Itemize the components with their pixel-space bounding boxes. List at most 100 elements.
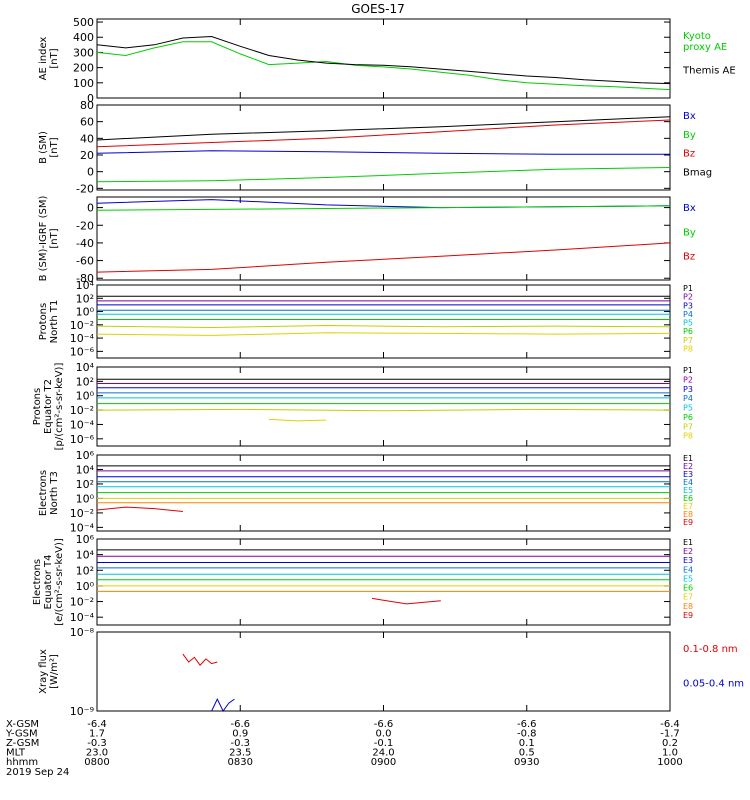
legend-label-line: P2: [683, 375, 693, 384]
y-tick-label: 10⁻⁶: [70, 345, 95, 358]
y-axis-label-line: [e/(cm²-s-sr-keV)]: [54, 538, 65, 626]
x-axis-value: -0.8: [517, 729, 537, 740]
y-axis-label-line: Protons: [32, 388, 43, 425]
panel-frame: [96, 631, 671, 712]
x-axis-row-label: Y-GSM: [5, 729, 38, 740]
legend-label-line: E3: [683, 470, 693, 479]
y-tick-label: 10⁴: [76, 361, 95, 374]
y-tick-label: 500: [73, 16, 94, 29]
x-axis-value: 0.5: [519, 748, 535, 759]
series-line-kyoto-proxy-ae: [96, 41, 671, 91]
y-tick-label: 10⁶: [76, 533, 95, 546]
legend-label: By: [683, 130, 696, 141]
legend-label: E4: [683, 478, 693, 487]
y-tick-label: -20: [76, 219, 94, 232]
y-axis-label-line: Xray flux: [38, 649, 49, 694]
legend-label-line: E3: [683, 556, 693, 565]
legend-label: P2: [683, 293, 693, 302]
legend-label: E1: [683, 454, 693, 463]
y-axis-label-line: [W/m²]: [49, 654, 60, 689]
y-tick-label: 300: [73, 46, 94, 59]
y-axis-label: B (SM)-IGRF (SM)[nT]: [38, 196, 60, 282]
legend-label: P3: [683, 301, 693, 310]
legend-label: P4: [683, 394, 693, 403]
legend-label: P5: [683, 319, 693, 328]
legend-label-line: P4: [683, 310, 693, 319]
legend-label: P6: [683, 327, 693, 336]
y-tick-label: 10⁻⁴: [70, 611, 95, 624]
y-axis-label-line: [nT]: [49, 228, 60, 248]
y-tick-label: 0: [87, 202, 94, 215]
legend-label-line: 0.1-0.8 nm: [683, 644, 738, 655]
x-axis-value: 23.0: [86, 748, 108, 759]
legend-label-line: E7: [683, 593, 693, 602]
legend-label-line: E5: [683, 574, 693, 583]
x-axis-value: -6.6: [230, 719, 250, 730]
x-axis-row-label: Z-GSM: [6, 738, 39, 749]
legend-label: E3: [683, 556, 693, 565]
y-tick-label: 10⁴: [76, 549, 95, 562]
legend-label-line: P8: [683, 344, 693, 353]
y-axis-label-line: Equator T4: [43, 555, 54, 610]
series-line-p8: [96, 332, 671, 336]
y-axis-label-line: Electrons: [32, 559, 43, 605]
legend-label: P5: [683, 404, 693, 413]
legend-label: 0.05-0.4 nm: [683, 679, 744, 690]
legend-label-line: E4: [683, 565, 693, 574]
legend-label-line: 0.05-0.4 nm: [683, 679, 744, 690]
legend-label-line: P6: [683, 413, 693, 422]
legend-label: Themis AE: [682, 66, 736, 77]
y-axis-label-line: [nT]: [49, 48, 60, 68]
legend-label-line: By: [683, 130, 696, 141]
y-tick-label: -60: [76, 255, 94, 268]
legend-label-line: proxy AE: [683, 42, 727, 53]
series-line-p8: [268, 418, 327, 422]
legend-label-line: E6: [683, 494, 693, 503]
y-tick-label: 10⁻⁹: [70, 705, 94, 718]
legend-label-line: E9: [683, 518, 693, 527]
legend-label: E5: [683, 486, 693, 495]
legend-label: P7: [683, 336, 693, 345]
x-axis-value: -0.3: [87, 738, 107, 749]
series-line-bmag: [96, 116, 671, 141]
series-line-p7: [96, 408, 671, 412]
x-axis-value: 0830: [228, 757, 253, 768]
legend-label-line: E1: [683, 454, 693, 463]
y-axis-label-line: Electrons: [38, 470, 49, 516]
legend-label: E7: [683, 593, 693, 602]
x-axis-value: -0.1: [374, 738, 394, 749]
y-tick-label: 10²: [76, 564, 94, 577]
y-tick-label: 10⁻⁸: [70, 626, 95, 639]
legend-label: P4: [683, 310, 693, 319]
y-axis-label: ProtonsEquator T2[p/(cm²-s-sr-keV)]: [32, 363, 65, 451]
legend-label: E8: [683, 510, 693, 519]
y-axis-label-line: B (SM)-IGRF (SM): [38, 196, 49, 282]
legend-label-line: P5: [683, 404, 693, 413]
y-axis-label: ElectronsEquator T4[e/(cm²-s-sr-keV)]: [32, 538, 65, 626]
x-axis-value: -1.7: [660, 729, 680, 740]
legend-label-line: P6: [683, 327, 693, 336]
y-axis-label: ElectronsNorth T3: [38, 470, 60, 516]
y-axis-label-line: Protons: [38, 303, 49, 340]
legend-label-line: E2: [683, 462, 693, 471]
legend-label-line: P7: [683, 422, 693, 431]
series-line-p7: [96, 324, 671, 329]
legend-label-line: Kyoto: [683, 31, 711, 42]
y-axis-label-line: North T3: [49, 471, 60, 515]
legend-label-line: E4: [683, 478, 693, 487]
y-tick-label: 10⁴: [76, 279, 95, 292]
series-line-0-05-0-4-nm: [211, 697, 235, 712]
y-tick-label: 10⁻⁴: [70, 521, 95, 534]
legend-label-line: P1: [683, 366, 693, 375]
legend-label: E2: [683, 462, 693, 471]
legend-label-line: E1: [683, 538, 693, 547]
legend-label-line: E5: [683, 486, 693, 495]
y-tick-label: 10⁰: [76, 390, 95, 403]
y-tick-label: 10⁻⁴: [70, 418, 95, 431]
y-tick-label: 100: [73, 77, 94, 90]
legend-label: Bx: [683, 203, 696, 214]
y-axis-label-line: North T1: [49, 300, 60, 344]
